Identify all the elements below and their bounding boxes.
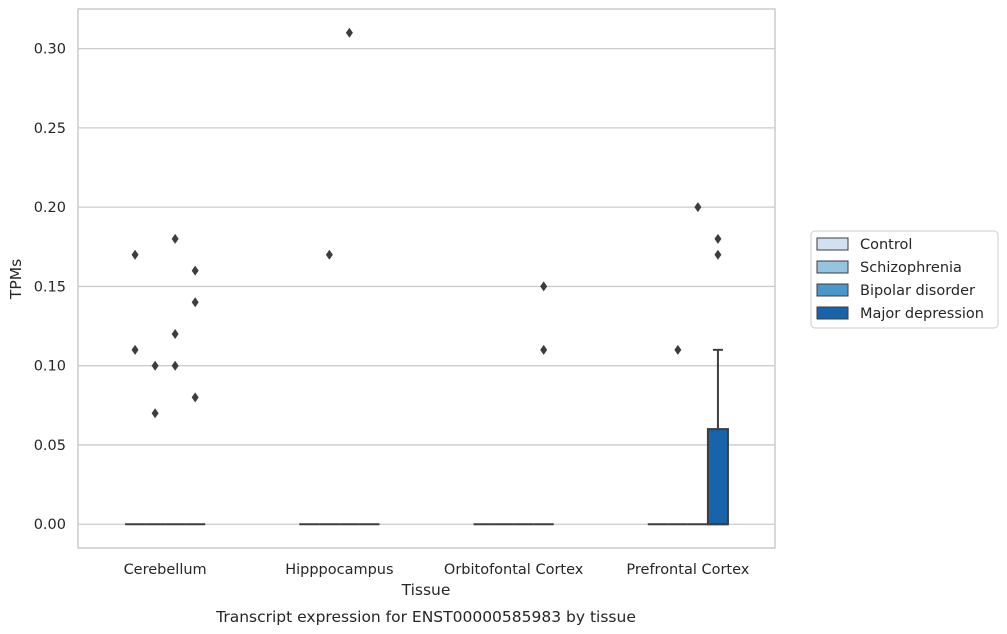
x-axis-label: Tissue bbox=[401, 581, 451, 599]
legend: Control Schizophrenia Bipolar disorder Majo… bbox=[810, 230, 999, 329]
outlier-point bbox=[171, 328, 179, 339]
outlier-point bbox=[131, 249, 139, 260]
y-tick-label: 0.20 bbox=[34, 200, 66, 216]
legend-swatch bbox=[816, 260, 849, 274]
chart-caption: Transcript expression for ENST0000058598… bbox=[215, 608, 636, 626]
y-axis-ticks: 0.00 0.05 0.10 0.15 0.20 0.25 0.30 bbox=[34, 42, 66, 534]
y-tick-label: 0.30 bbox=[34, 42, 66, 58]
legend-swatch bbox=[816, 237, 849, 251]
legend-label: Bipolar disorder bbox=[860, 283, 975, 299]
y-tick-label: 0.25 bbox=[34, 121, 66, 137]
y-axis-label: TPMs bbox=[7, 259, 25, 300]
outlier-point bbox=[171, 233, 179, 244]
outlier-point bbox=[191, 392, 199, 403]
legend-label: Control bbox=[860, 237, 912, 253]
outlier-point bbox=[325, 249, 333, 260]
plot-frame bbox=[77, 8, 776, 549]
legend-label: Schizophrenia bbox=[860, 260, 962, 276]
x-tick-label: Orbitofontal Cortex bbox=[444, 562, 584, 578]
outlier-point bbox=[191, 297, 199, 308]
box bbox=[706, 428, 729, 526]
outlier-point bbox=[345, 27, 353, 38]
x-tick-label: Hipppocampus bbox=[285, 562, 393, 578]
y-tick-label: 0.15 bbox=[34, 279, 66, 295]
y-tick-label: 0.10 bbox=[34, 359, 66, 375]
outlier-point bbox=[540, 281, 548, 292]
y-tick-label: 0.05 bbox=[34, 438, 66, 454]
y-tick-label: 0.00 bbox=[34, 517, 66, 533]
outlier-point bbox=[674, 344, 682, 355]
outlier-point bbox=[151, 408, 159, 419]
legend-frame bbox=[810, 230, 999, 329]
x-tick-label: Prefrontal Cortex bbox=[626, 562, 749, 578]
box-series bbox=[125, 348, 729, 526]
outlier-point bbox=[540, 344, 548, 355]
legend-label: Major depression bbox=[860, 306, 984, 322]
outlier-point bbox=[151, 360, 159, 371]
outlier-point bbox=[131, 344, 139, 355]
outlier-points bbox=[131, 27, 722, 419]
outlier-point bbox=[171, 360, 179, 371]
legend-swatch bbox=[816, 283, 849, 297]
x-tick-label: Cerebellum bbox=[124, 562, 207, 578]
outlier-point bbox=[191, 265, 199, 276]
outlier-point bbox=[694, 202, 702, 213]
outlier-point bbox=[714, 249, 722, 260]
x-axis-ticks: Cerebellum Hipppocampus Orbitofontal Corte… bbox=[124, 562, 750, 578]
outlier-point bbox=[714, 233, 722, 244]
legend-swatch bbox=[816, 306, 849, 320]
